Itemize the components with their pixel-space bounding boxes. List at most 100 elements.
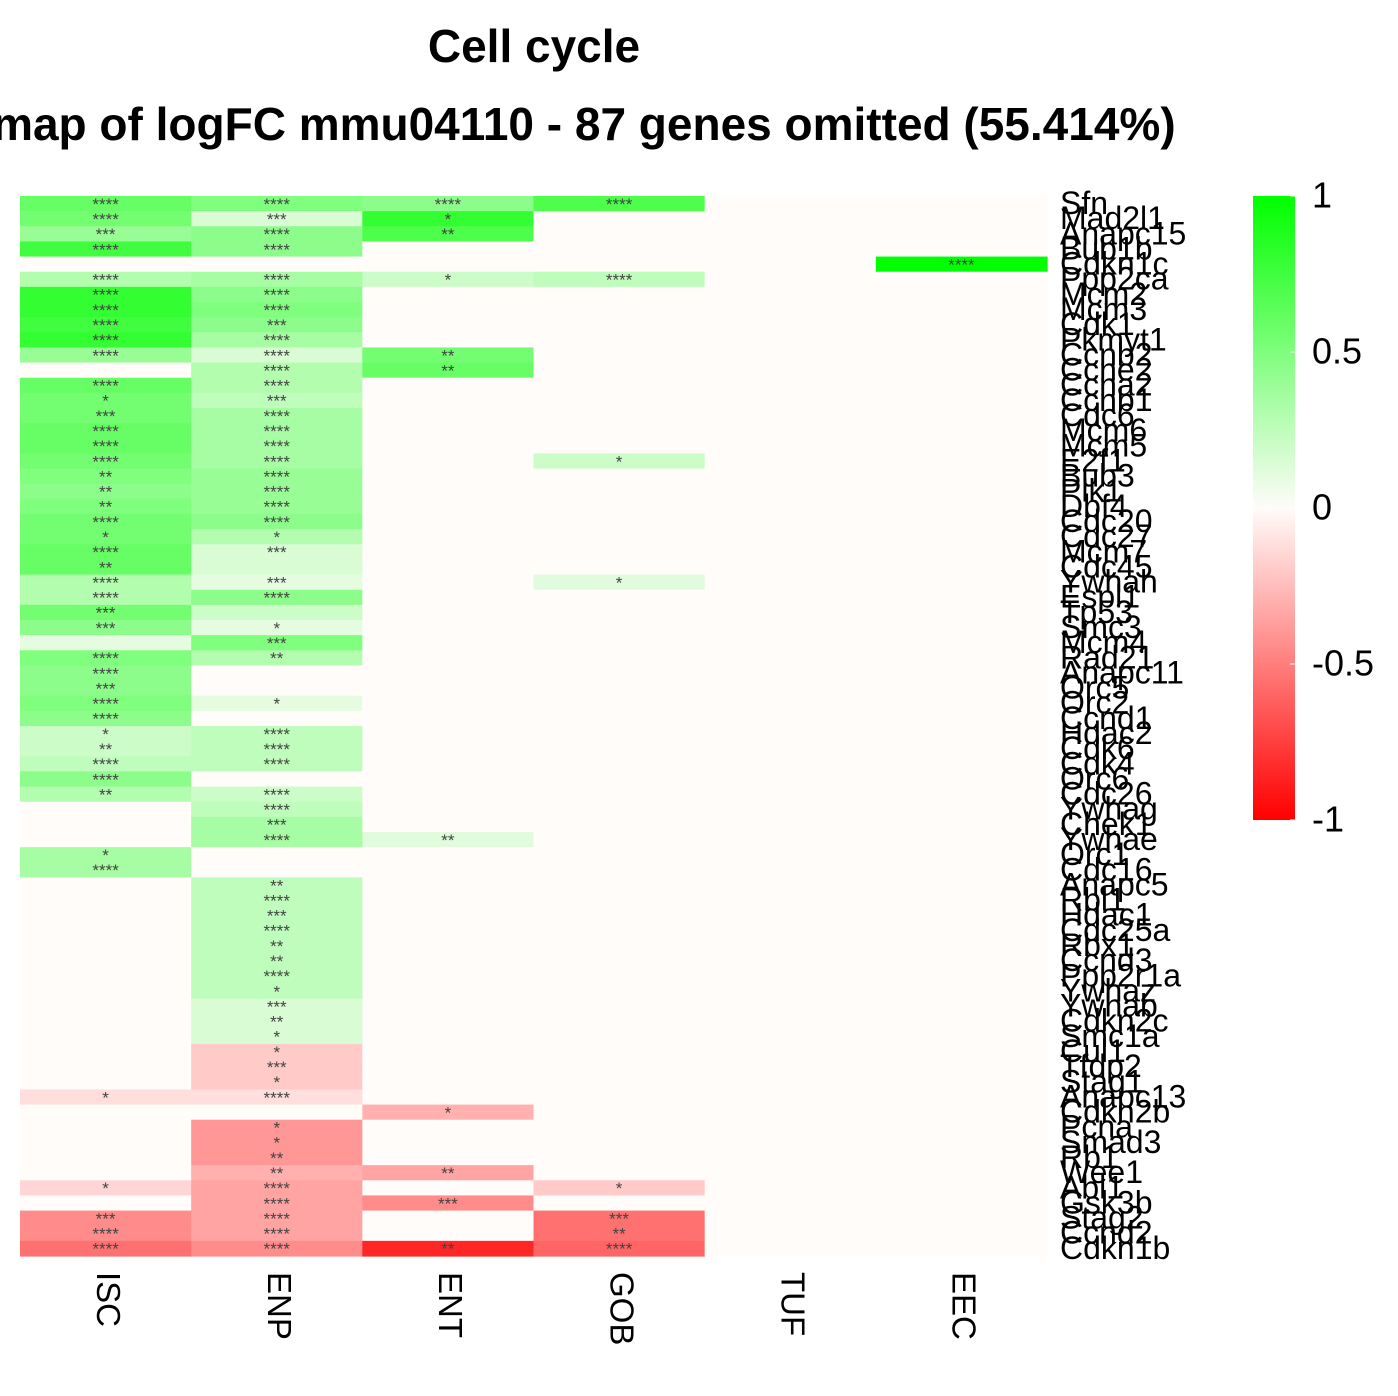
column-label: ISC <box>90 1272 127 1327</box>
heatmap-cell <box>362 529 535 545</box>
heatmap-cell <box>875 392 1048 409</box>
heatmap-cell <box>191 317 363 333</box>
row-label: Bub3 <box>1060 458 1135 494</box>
heatmap-cell <box>20 1195 192 1212</box>
heatmap-cell <box>875 1089 1048 1106</box>
heatmap-cell <box>191 1180 363 1197</box>
significance-label: **** <box>92 1240 119 1259</box>
heatmap-cell <box>704 1119 877 1136</box>
significance-label: **** <box>92 664 119 683</box>
heatmap-cell <box>191 680 363 697</box>
row-label: Sfn <box>1060 185 1108 221</box>
row-label: Abl1 <box>1060 1169 1124 1205</box>
heatmap-cell <box>533 1119 706 1136</box>
heatmap-cell <box>704 196 877 212</box>
heatmap-cell <box>362 938 535 954</box>
heatmap-cell <box>704 1089 877 1106</box>
significance-label: *** <box>267 1058 287 1077</box>
significance-label: **** <box>264 1179 291 1198</box>
significance-label: * <box>273 1028 280 1047</box>
heatmap-cell <box>875 862 1048 879</box>
row-label: Orc2 <box>1060 685 1129 721</box>
heatmap-cell <box>191 847 363 863</box>
heatmap-cell <box>20 786 192 803</box>
significance-label: **** <box>264 967 291 986</box>
heatmap-cell <box>191 1240 363 1257</box>
heatmap-cell <box>362 710 535 727</box>
heatmap-cell <box>362 423 535 439</box>
heatmap-cell <box>875 271 1048 288</box>
significance-label: *** <box>267 907 287 926</box>
heatmap-cell <box>704 377 877 394</box>
row-label: Cdc26 <box>1060 776 1153 812</box>
significance-label: ** <box>99 483 113 502</box>
heatmap-cell <box>362 604 535 621</box>
heatmap-cell <box>533 589 706 606</box>
heatmap-cell <box>362 1165 535 1181</box>
heatmap-cell <box>875 953 1048 969</box>
heatmap-cell <box>875 317 1048 333</box>
heatmap-cell <box>533 574 706 591</box>
heatmap-cell <box>533 1150 706 1166</box>
heatmap-cell <box>191 211 363 227</box>
significance-label: **** <box>264 407 291 426</box>
heatmap-cell <box>191 1044 363 1060</box>
heatmap-cell <box>191 892 363 909</box>
row-label: Orc1 <box>1060 836 1129 872</box>
colorbar-tick-label: -1 <box>1312 799 1344 840</box>
significance-label: **** <box>606 1240 633 1259</box>
significance-label: *** <box>267 997 287 1016</box>
heatmap-cell <box>533 256 706 273</box>
heatmap-cell <box>20 1104 192 1121</box>
significance-label: **** <box>92 452 119 471</box>
heatmap-cell <box>362 392 535 409</box>
heatmap-cell <box>362 574 535 591</box>
significance-label: **** <box>92 695 119 714</box>
heatmap-cell <box>533 665 706 682</box>
heatmap-cell <box>875 801 1048 818</box>
heatmap-cell <box>533 1104 706 1121</box>
significance-label: ** <box>270 1013 284 1032</box>
heatmap-cell <box>362 892 535 909</box>
heatmap-cell <box>362 1059 535 1075</box>
heatmap-cell <box>20 1225 192 1242</box>
heatmap-cell <box>704 816 877 833</box>
heatmap-cell <box>20 286 192 303</box>
heatmap-cell <box>875 1150 1048 1166</box>
heatmap-cell <box>191 953 363 969</box>
heatmap-cell <box>875 574 1048 591</box>
significance-label: *** <box>96 407 116 426</box>
heatmap-cell <box>704 1240 877 1257</box>
significance-label: **** <box>92 710 119 729</box>
heatmap-cell <box>191 408 363 424</box>
row-label: Ywhah <box>1060 564 1158 600</box>
heatmap-cell <box>20 1240 192 1257</box>
significance-label: **** <box>264 452 291 471</box>
heatmap-cell <box>191 1013 363 1030</box>
heatmap-cell <box>20 196 192 212</box>
row-label: Ccnd2 <box>1060 1215 1153 1251</box>
heatmap-cell <box>20 726 192 742</box>
heatmap-cell <box>191 1074 363 1091</box>
significance-label: ** <box>99 498 113 517</box>
heatmap-cell <box>362 907 535 924</box>
heatmap-cell <box>191 498 363 515</box>
heatmap-cell <box>533 862 706 879</box>
significance-label: * <box>616 1179 623 1198</box>
heatmap-cell <box>704 408 877 424</box>
heatmap-cell <box>704 1180 877 1197</box>
heatmap-cell <box>533 498 706 515</box>
heatmap-cell <box>20 1074 192 1091</box>
heatmap-cell <box>875 832 1048 848</box>
colorbar-tick-label: 0 <box>1312 487 1332 528</box>
heatmap-cell <box>704 211 877 227</box>
row-label: Cdkn2c <box>1060 1003 1169 1039</box>
chart-subtitle: Heatmap of logFC mmu04110 - 87 genes omi… <box>0 98 1176 150</box>
heatmap-cell <box>20 559 192 576</box>
heatmap-cell <box>704 786 877 803</box>
heatmap-cell <box>704 453 877 470</box>
significance-label: * <box>273 1134 280 1153</box>
heatmap-cell <box>704 438 877 455</box>
heatmap-cell <box>20 498 192 515</box>
heatmap-cell <box>362 680 535 697</box>
